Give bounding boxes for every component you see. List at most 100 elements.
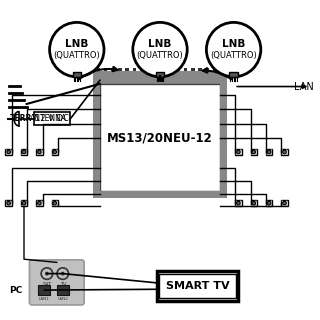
Text: LAN2: LAN2 bbox=[57, 297, 68, 301]
Bar bbox=[157, 271, 238, 301]
Bar bbox=[111, 68, 115, 71]
Bar bbox=[191, 68, 195, 71]
Text: LAN: LAN bbox=[294, 82, 314, 92]
Circle shape bbox=[271, 154, 272, 155]
Circle shape bbox=[10, 200, 12, 202]
Bar bbox=[281, 149, 288, 155]
Circle shape bbox=[21, 200, 22, 202]
Text: LNB: LNB bbox=[148, 39, 172, 49]
Bar bbox=[205, 68, 209, 71]
Circle shape bbox=[53, 201, 57, 205]
Bar bbox=[220, 77, 227, 198]
Circle shape bbox=[52, 205, 53, 206]
Circle shape bbox=[271, 205, 272, 206]
Bar bbox=[140, 68, 144, 71]
Bar bbox=[73, 72, 81, 77]
FancyBboxPatch shape bbox=[29, 260, 84, 305]
Circle shape bbox=[52, 154, 53, 155]
Circle shape bbox=[240, 154, 241, 155]
Circle shape bbox=[133, 22, 187, 77]
Bar bbox=[155, 68, 158, 71]
Circle shape bbox=[21, 154, 22, 155]
Circle shape bbox=[286, 200, 287, 202]
Circle shape bbox=[22, 201, 26, 205]
Text: LAN1: LAN1 bbox=[39, 297, 50, 301]
Circle shape bbox=[7, 150, 11, 154]
Bar bbox=[93, 77, 100, 198]
Text: SAT: SAT bbox=[42, 282, 52, 287]
Circle shape bbox=[206, 22, 261, 77]
Circle shape bbox=[283, 201, 286, 205]
Circle shape bbox=[26, 154, 27, 155]
Circle shape bbox=[6, 149, 7, 150]
Bar bbox=[21, 200, 27, 206]
Bar bbox=[251, 149, 257, 155]
Bar bbox=[93, 77, 227, 198]
Circle shape bbox=[236, 201, 240, 205]
Circle shape bbox=[240, 149, 241, 150]
Circle shape bbox=[36, 205, 38, 206]
Circle shape bbox=[240, 200, 241, 202]
Bar bbox=[104, 68, 107, 71]
Text: (QUATTRO): (QUATTRO) bbox=[137, 51, 183, 60]
Circle shape bbox=[10, 149, 12, 150]
Bar bbox=[100, 84, 220, 191]
Circle shape bbox=[26, 149, 27, 150]
Circle shape bbox=[10, 154, 12, 155]
Circle shape bbox=[26, 200, 27, 202]
Circle shape bbox=[37, 201, 41, 205]
Bar bbox=[184, 68, 187, 71]
Circle shape bbox=[37, 150, 41, 154]
Bar bbox=[198, 68, 202, 71]
Circle shape bbox=[36, 154, 38, 155]
Circle shape bbox=[41, 154, 42, 155]
Circle shape bbox=[6, 200, 7, 202]
Circle shape bbox=[252, 150, 256, 154]
Circle shape bbox=[236, 154, 237, 155]
Circle shape bbox=[21, 149, 22, 150]
Bar bbox=[251, 200, 257, 206]
Circle shape bbox=[7, 201, 11, 205]
Bar bbox=[281, 200, 288, 206]
Bar bbox=[235, 149, 242, 155]
Circle shape bbox=[52, 149, 53, 150]
Bar bbox=[93, 71, 227, 77]
Circle shape bbox=[236, 149, 237, 150]
Bar bbox=[169, 68, 173, 71]
Circle shape bbox=[255, 205, 257, 206]
Bar bbox=[36, 200, 43, 206]
Circle shape bbox=[286, 154, 287, 155]
Bar bbox=[229, 72, 238, 77]
Circle shape bbox=[267, 150, 271, 154]
Circle shape bbox=[255, 200, 257, 202]
Bar bbox=[266, 149, 272, 155]
Circle shape bbox=[266, 205, 268, 206]
Bar bbox=[96, 68, 100, 71]
Circle shape bbox=[255, 149, 257, 150]
Circle shape bbox=[266, 200, 268, 202]
Circle shape bbox=[240, 205, 241, 206]
Circle shape bbox=[251, 149, 252, 150]
Circle shape bbox=[282, 205, 283, 206]
Circle shape bbox=[6, 154, 7, 155]
Circle shape bbox=[56, 149, 58, 150]
Bar bbox=[93, 191, 227, 198]
Bar bbox=[125, 68, 129, 71]
Bar bbox=[57, 285, 69, 295]
Bar bbox=[176, 68, 180, 71]
Bar bbox=[5, 200, 12, 206]
Circle shape bbox=[50, 22, 104, 77]
Bar bbox=[213, 68, 216, 71]
Circle shape bbox=[53, 150, 57, 154]
Circle shape bbox=[251, 205, 252, 206]
Text: SMART TV: SMART TV bbox=[166, 281, 229, 291]
Text: (QUATTRO): (QUATTRO) bbox=[53, 51, 100, 60]
Bar bbox=[220, 68, 224, 71]
Bar bbox=[235, 200, 242, 206]
Circle shape bbox=[41, 149, 42, 150]
Bar bbox=[52, 200, 58, 206]
Bar bbox=[133, 68, 136, 71]
Circle shape bbox=[36, 200, 38, 202]
Circle shape bbox=[266, 154, 268, 155]
Bar bbox=[159, 274, 236, 298]
